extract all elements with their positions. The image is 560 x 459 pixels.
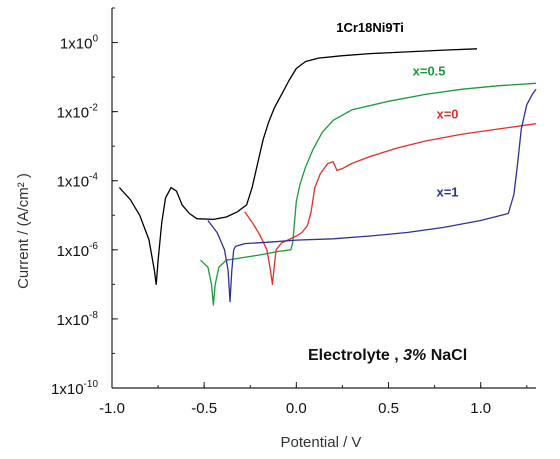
y-tick-exponent: -2 xyxy=(89,103,98,114)
y-tick-label: 1x10-4 xyxy=(57,172,99,191)
y-tick-exponent: 0 xyxy=(92,34,98,45)
series-label-0: 1Cr18Ni9Ti xyxy=(336,20,404,35)
labels-layer: 1Cr18Ni9Ti x=0.5 x=0 x=1 xyxy=(336,20,458,199)
y-tick-base: 1x10 xyxy=(51,381,84,398)
y-tick-base: 1x10 xyxy=(57,174,90,191)
series-line-1 xyxy=(200,82,537,306)
annotation-percent: 3% xyxy=(403,347,426,364)
x-tick-label: -0.5 xyxy=(191,400,217,417)
series-layer xyxy=(118,48,537,306)
y-tick-label: 1x10-10 xyxy=(51,379,98,398)
x-tick-label: 0.5 xyxy=(378,400,399,417)
x-tick-label: 0.0 xyxy=(286,400,307,417)
y-tick-label: 1x10-6 xyxy=(57,241,99,260)
y-tick-label: 1x100 xyxy=(60,34,99,53)
series-label-2: x=0 xyxy=(436,107,458,122)
annotation-prefix: Electrolyte , xyxy=(308,347,403,364)
y-tick-base: 1x10 xyxy=(57,105,90,122)
series-label-1: x=0.5 xyxy=(413,63,446,78)
series-line-2 xyxy=(244,123,537,286)
y-tick-base: 1x10 xyxy=(57,243,90,260)
annotation-suffix: NaCl xyxy=(426,347,467,364)
x-tick-label: -1.0 xyxy=(99,400,125,417)
y-tick-base: 1x10 xyxy=(57,312,90,329)
x-tick-label: 1.0 xyxy=(470,400,491,417)
y-tick-exponent: -10 xyxy=(84,379,99,390)
y-axis-title: Current / (A/cm² ) xyxy=(15,173,32,289)
y-tick-exponent: -4 xyxy=(89,172,98,183)
series-label-3: x=1 xyxy=(436,184,458,199)
y-tick-label: 1x10-2 xyxy=(57,103,99,122)
y-tick-exponent: -8 xyxy=(89,310,98,321)
y-tick-exponent: -6 xyxy=(89,241,98,252)
x-axis-title: Potential / V xyxy=(281,434,362,451)
series-line-3 xyxy=(207,88,537,303)
y-tick-base: 1x10 xyxy=(60,36,93,53)
axes-layer: -1.0 -0.5 0.0 0.5 1.01x1001x10-21x10-41x10-6… xyxy=(51,7,536,417)
electrolyte-annotation: Electrolyte , 3% NaCl xyxy=(308,347,467,364)
series-line-0 xyxy=(118,48,478,286)
y-tick-label: 1x10-8 xyxy=(57,310,99,329)
